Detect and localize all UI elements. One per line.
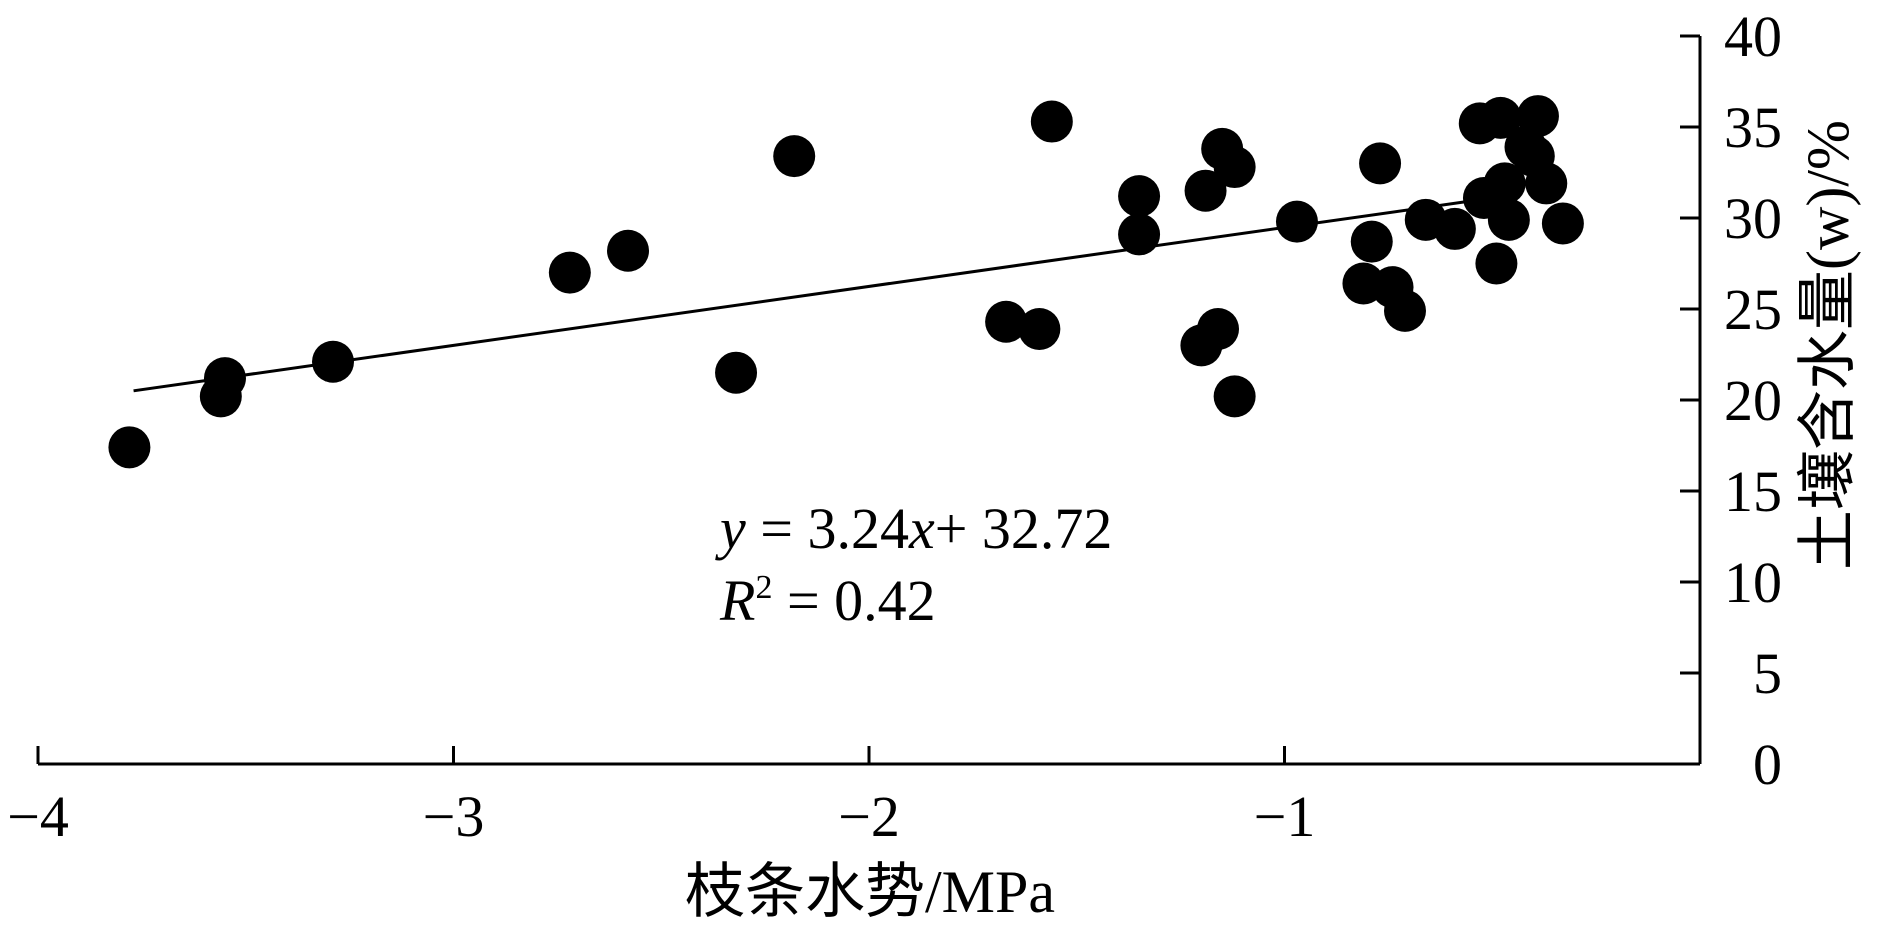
y-tick-label: 20: [1724, 368, 1782, 433]
data-point: [1488, 199, 1530, 241]
data-point: [1031, 101, 1073, 143]
x-tick-label: −1: [1254, 784, 1316, 849]
data-point: [1542, 202, 1584, 244]
data-point: [1517, 95, 1559, 137]
data-point: [1118, 175, 1160, 217]
y-tick-label: 10: [1724, 550, 1782, 615]
regression-equation: y = 3.24x+ 32.72: [715, 496, 1112, 561]
data-point: [1197, 308, 1239, 350]
x-tick-label: −2: [838, 784, 900, 849]
equation-y-symbol: y: [715, 496, 746, 561]
y-tick-label: 0: [1753, 732, 1782, 797]
r2-value: = 0.42: [772, 568, 935, 633]
y-ticks: 0 5 10 15 20 25 30 35 40: [1680, 4, 1782, 797]
data-point: [773, 135, 815, 177]
equation-x-symbol: x: [908, 496, 935, 561]
r2-superscript: 2: [755, 569, 772, 606]
data-point: [1475, 243, 1517, 285]
data-point: [1351, 221, 1393, 263]
y-tick-label: 35: [1724, 95, 1782, 160]
data-point: [1018, 308, 1060, 350]
x-axis-title: 枝条水势/MPa: [685, 859, 1055, 925]
x-tick-label: −4: [7, 784, 69, 849]
r-squared-label: R2 = 0.42: [719, 568, 936, 633]
y-axis-title: 土壤含水量(w)/%: [1795, 120, 1861, 570]
x-tick-label: −3: [423, 784, 485, 849]
y-tick-label: 15: [1724, 459, 1782, 524]
y-tick-label: 30: [1724, 186, 1782, 251]
data-point: [1434, 208, 1476, 250]
data-point: [1359, 142, 1401, 184]
data-point: [607, 230, 649, 272]
data-point: [1384, 290, 1426, 332]
y-tick-label: 25: [1724, 277, 1782, 342]
data-point: [312, 341, 354, 383]
data-point: [200, 375, 242, 417]
y-tick-label: 40: [1724, 4, 1782, 69]
x-ticks: −4 −3 −2 −1: [7, 746, 1315, 849]
equation-intercept: + 32.72: [935, 496, 1113, 561]
data-point: [108, 426, 150, 468]
y-tick-label: 5: [1753, 641, 1782, 706]
data-point: [1214, 146, 1256, 188]
r2-symbol: R: [719, 568, 755, 633]
data-point: [1276, 201, 1318, 243]
data-point: [715, 352, 757, 394]
data-point: [1525, 162, 1567, 204]
data-point: [549, 252, 591, 294]
axes: [38, 36, 1700, 764]
data-point: [1214, 375, 1256, 417]
data-point: [1118, 213, 1160, 255]
equation-slope: = 3.24: [746, 496, 909, 561]
data-points: [108, 95, 1583, 468]
